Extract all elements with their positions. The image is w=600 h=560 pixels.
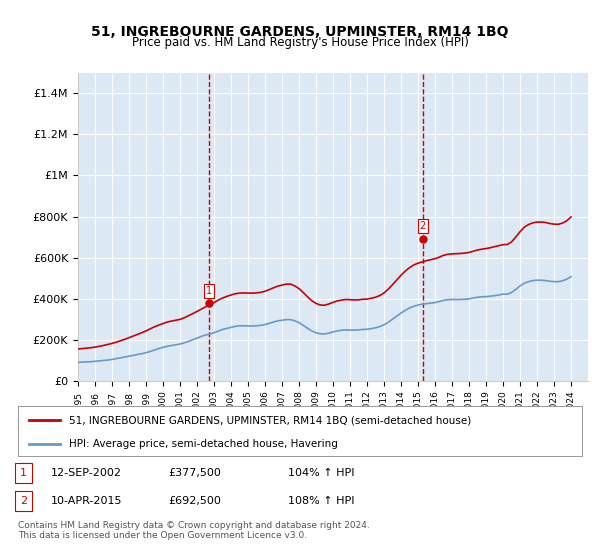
- Text: Contains HM Land Registry data © Crown copyright and database right 2024.
This d: Contains HM Land Registry data © Crown c…: [18, 521, 370, 540]
- Text: 104% ↑ HPI: 104% ↑ HPI: [288, 468, 355, 478]
- Text: 51, INGREBOURNE GARDENS, UPMINSTER, RM14 1BQ (semi-detached house): 51, INGREBOURNE GARDENS, UPMINSTER, RM14…: [69, 415, 471, 425]
- Text: HPI: Average price, semi-detached house, Havering: HPI: Average price, semi-detached house,…: [69, 439, 338, 449]
- Text: 1: 1: [206, 286, 212, 296]
- Text: 2: 2: [419, 221, 426, 231]
- Text: 10-APR-2015: 10-APR-2015: [51, 496, 122, 506]
- Text: Price paid vs. HM Land Registry's House Price Index (HPI): Price paid vs. HM Land Registry's House …: [131, 36, 469, 49]
- Text: £692,500: £692,500: [168, 496, 221, 506]
- Text: 51, INGREBOURNE GARDENS, UPMINSTER, RM14 1BQ: 51, INGREBOURNE GARDENS, UPMINSTER, RM14…: [91, 25, 509, 39]
- Text: 1: 1: [20, 468, 27, 478]
- Text: 108% ↑ HPI: 108% ↑ HPI: [288, 496, 355, 506]
- Text: 12-SEP-2002: 12-SEP-2002: [51, 468, 122, 478]
- Text: £377,500: £377,500: [168, 468, 221, 478]
- Text: 2: 2: [20, 496, 27, 506]
